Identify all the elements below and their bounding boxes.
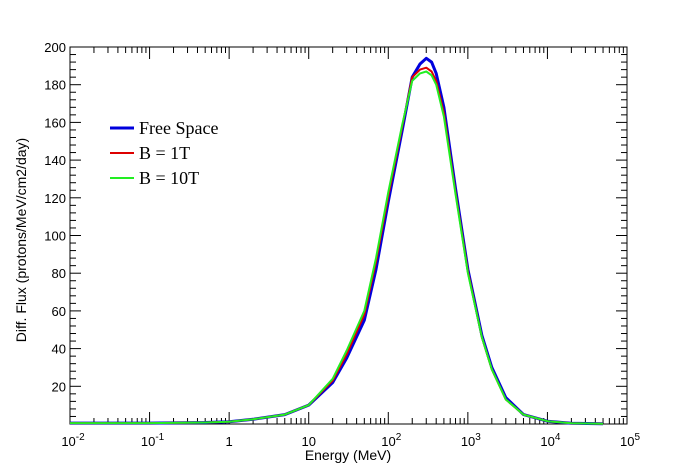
x-axis: 10-2 10-1 1 10 102 103 104 105	[61, 47, 640, 449]
y-tick-label: 120	[44, 191, 66, 206]
y-tick-label: 200	[44, 40, 66, 55]
x-tick-label: 103	[461, 432, 481, 449]
x-tick-base: 10	[381, 434, 395, 449]
y-tick-label: 160	[44, 115, 66, 130]
x-tick-exponent: -1	[155, 432, 164, 443]
x-tick-exponent: 5	[634, 432, 640, 443]
x-tick-base: 10	[540, 434, 554, 449]
x-tick-label: 105	[620, 432, 640, 449]
x-tick-label: 104	[540, 432, 560, 449]
y-axis: 20 40 60 80 100 120 140 160 180 200	[44, 40, 627, 425]
legend-label: B = 1T	[139, 143, 190, 163]
x-tick-exponent: 4	[555, 432, 561, 443]
series-lines	[70, 56, 604, 426]
y-tick-label: 40	[52, 342, 66, 357]
legend-label: Free Space	[139, 118, 218, 138]
x-tick-base: 10	[461, 434, 475, 449]
legend: Free Space B = 1T B = 10T	[110, 118, 218, 188]
y-tick-label: 80	[52, 266, 66, 281]
x-tick-exponent: -2	[76, 432, 85, 443]
x-tick-label: 1	[226, 434, 233, 449]
x-tick-label: 10-2	[61, 432, 85, 449]
y-tick-label: 100	[44, 229, 66, 244]
x-tick-label: 10	[301, 434, 315, 449]
y-tick-label: 60	[52, 304, 66, 319]
series-line-2	[70, 70, 604, 425]
x-tick-base: 1	[226, 434, 233, 449]
x-tick-label: 102	[381, 432, 401, 449]
x-tick-base: 10	[301, 434, 315, 449]
legend-label: B = 10T	[139, 168, 199, 188]
x-tick-label: 10-1	[141, 432, 165, 449]
plot-frame	[69, 46, 628, 425]
y-axis-title: Diff. Flux (protons/MeV/cm2/day)	[13, 138, 29, 342]
x-tick-base: 10	[61, 434, 75, 449]
x-tick-base: 10	[620, 434, 634, 449]
y-tick-label: 140	[44, 153, 66, 168]
y-tick-label: 20	[52, 379, 66, 394]
x-tick-exponent: 3	[475, 432, 481, 443]
y-tick-label: 180	[44, 78, 66, 93]
x-axis-title: Energy (MeV)	[305, 447, 391, 463]
x-tick-exponent: 2	[396, 432, 402, 443]
x-tick-base: 10	[141, 434, 155, 449]
